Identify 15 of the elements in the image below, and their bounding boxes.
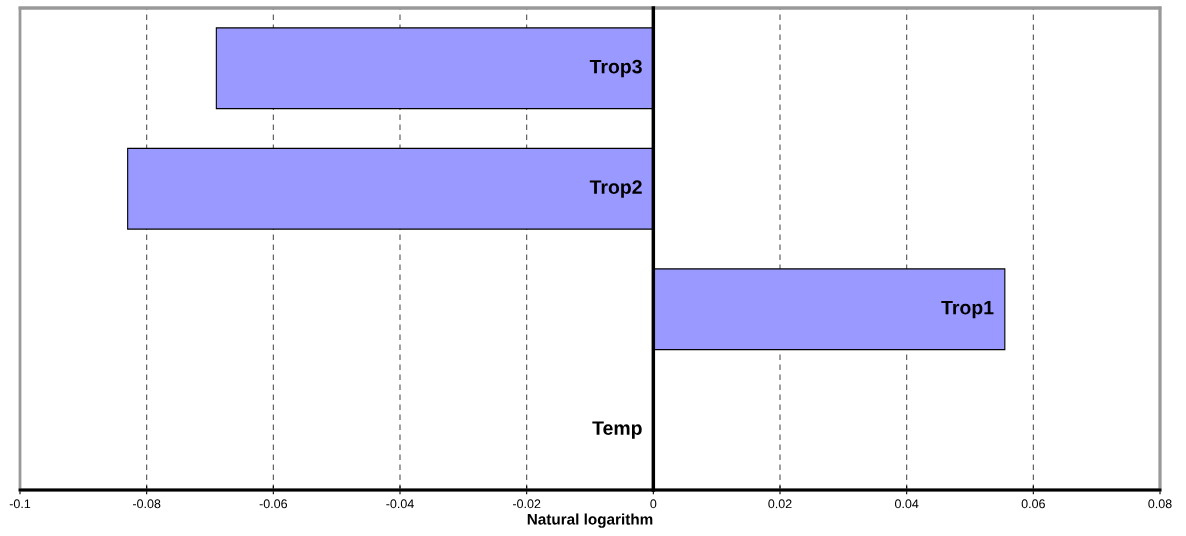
x-axis-title: Natural logarithm [527,513,653,528]
y-tick-label: Trop2 [589,180,642,198]
x-tick-label: -0.1 [9,499,31,509]
x-tick-label: 0.08 [1148,499,1172,509]
x-tick-label: -0.08 [132,499,161,509]
x-tick-label: -0.06 [259,499,288,509]
x-tick-label: 0.04 [894,499,919,509]
x-tick-label: 0.02 [768,499,792,509]
x-tick-label: 0 [650,499,657,509]
y-tick-label: Trop1 [941,300,994,319]
y-tick-label: Trop3 [589,59,642,78]
x-tick-label: -0.04 [386,499,414,509]
y-tick-label: Temp [592,421,642,439]
x-tick-label: -0.02 [512,499,541,509]
x-tick-label: 0.06 [1021,499,1045,509]
